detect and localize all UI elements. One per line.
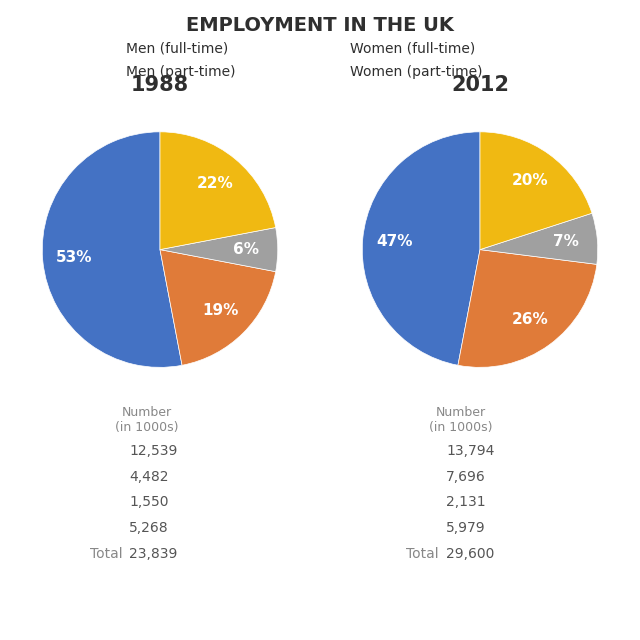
- Text: 5,268: 5,268: [129, 521, 169, 535]
- Text: 20%: 20%: [512, 173, 549, 188]
- Wedge shape: [160, 228, 278, 271]
- Wedge shape: [160, 132, 276, 250]
- Text: 19%: 19%: [203, 303, 239, 318]
- Text: Number: Number: [122, 406, 172, 419]
- Text: Men (part-time): Men (part-time): [126, 65, 236, 79]
- Wedge shape: [480, 132, 592, 250]
- Wedge shape: [160, 250, 276, 365]
- Text: 6%: 6%: [233, 242, 259, 257]
- Wedge shape: [362, 132, 480, 365]
- Wedge shape: [480, 213, 598, 264]
- Text: (in 1000s): (in 1000s): [115, 421, 179, 434]
- Title: 2012: 2012: [451, 76, 509, 95]
- Text: 53%: 53%: [56, 250, 93, 265]
- Text: 5,979: 5,979: [446, 521, 486, 535]
- Text: Total: Total: [406, 547, 439, 561]
- Text: 26%: 26%: [512, 312, 549, 326]
- Text: Total: Total: [90, 547, 122, 561]
- Text: 23,839: 23,839: [129, 547, 178, 561]
- Wedge shape: [42, 132, 182, 367]
- Text: 7%: 7%: [553, 234, 579, 249]
- Text: 12,539: 12,539: [129, 444, 178, 458]
- Text: 29,600: 29,600: [446, 547, 495, 561]
- Text: 1,550: 1,550: [129, 495, 169, 509]
- Text: Women (full-time): Women (full-time): [350, 41, 476, 55]
- Text: 13,794: 13,794: [446, 444, 495, 458]
- Text: 7,696: 7,696: [446, 470, 486, 484]
- Text: EMPLOYMENT IN THE UK: EMPLOYMENT IN THE UK: [186, 16, 454, 35]
- Text: Men (full-time): Men (full-time): [126, 41, 228, 55]
- Text: 2,131: 2,131: [446, 495, 486, 509]
- Title: 1988: 1988: [131, 76, 189, 95]
- Text: 4,482: 4,482: [129, 470, 169, 484]
- Text: 22%: 22%: [196, 176, 233, 191]
- Text: Number: Number: [436, 406, 486, 419]
- Text: (in 1000s): (in 1000s): [429, 421, 493, 434]
- Text: Women (part-time): Women (part-time): [350, 65, 483, 79]
- Wedge shape: [458, 250, 597, 367]
- Text: 47%: 47%: [376, 234, 413, 249]
